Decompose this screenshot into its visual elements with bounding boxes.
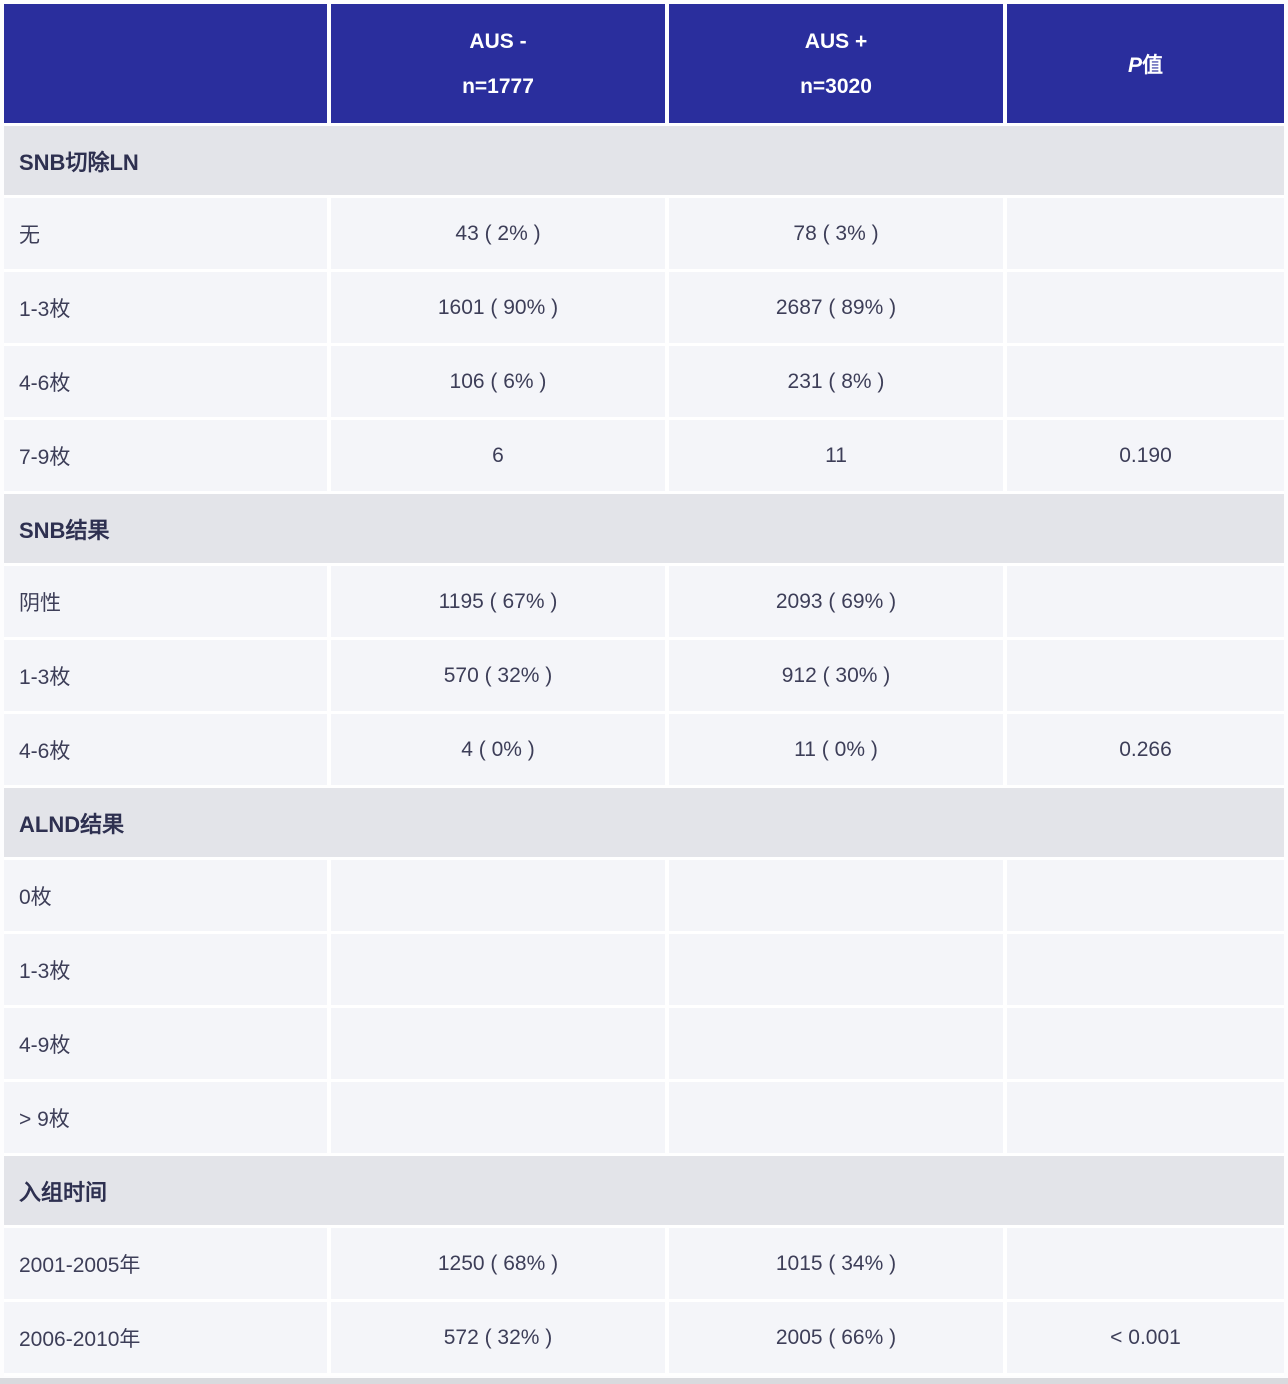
section-header-row: 入组时间 [4,1156,1284,1228]
header-aus-negative-label: AUS - [469,29,527,53]
table-row: 阴性 1195 ( 67% ) 2093 ( 69% ) [4,566,1284,640]
aus-negative-value [327,1008,665,1082]
section-header-label: SNB切除LN [4,126,1284,198]
clinical-stats-table: AUS - n=1777 AUS + n=3020 P值 SNB切除LN 无 43 … [4,4,1284,1376]
row-label: 无 [4,198,327,272]
row-label: 4-9枚 [4,1008,327,1082]
row-label: 1-3枚 [4,934,327,1008]
table-row: 2006-2010年 572 ( 32% ) 2005 ( 66% ) < 0.001 [4,1302,1284,1376]
row-label: 4-6枚 [4,346,327,420]
aus-positive-value: 231 ( 8% ) [665,346,1003,420]
section-header-label: ALND结果 [4,788,1284,860]
row-label: 4-6枚 [4,714,327,788]
aus-negative-value: 43 ( 2% ) [327,198,665,272]
p-value [1003,272,1284,346]
header-p-value-symbol: P [1127,53,1142,77]
table-row: 无 43 ( 2% ) 78 ( 3% ) [4,198,1284,272]
row-label: 2006-2010年 [4,1302,327,1376]
table-header-row: AUS - n=1777 AUS + n=3020 P值 [4,4,1284,126]
aus-negative-value: 570 ( 32% ) [327,640,665,714]
aus-positive-value [665,1082,1003,1156]
aus-positive-value: 78 ( 3% ) [665,198,1003,272]
p-value [1003,640,1284,714]
header-aus-negative: AUS - n=1777 [327,4,665,126]
header-aus-negative-count: n=1777 [462,74,534,98]
p-value: 0.190 [1003,420,1284,494]
p-value [1003,934,1284,1008]
aus-negative-value: 6 [327,420,665,494]
aus-positive-value: 2687 ( 89% ) [665,272,1003,346]
aus-positive-value: 2005 ( 66% ) [665,1302,1003,1376]
aus-positive-value [665,934,1003,1008]
header-p-value-suffix: 值 [1142,53,1163,77]
aus-negative-value: 106 ( 6% ) [327,346,665,420]
section-header-label: 入组时间 [4,1156,1284,1228]
header-aus-positive: AUS + n=3020 [665,4,1003,126]
table-row: 1-3枚 570 ( 32% ) 912 ( 30% ) [4,640,1284,714]
row-label: 阴性 [4,566,327,640]
aus-negative-value: 572 ( 32% ) [327,1302,665,1376]
p-value [1003,1082,1284,1156]
row-label: 7-9枚 [4,420,327,494]
table-row: 0枚 [4,860,1284,934]
table-row: 1-3枚 1601 ( 90% ) 2687 ( 89% ) [4,272,1284,346]
table-row: 4-9枚 [4,1008,1284,1082]
p-value: 0.266 [1003,714,1284,788]
aus-negative-value: 4 ( 0% ) [327,714,665,788]
table-row: 7-9枚 6 11 0.190 [4,420,1284,494]
p-value [1003,566,1284,640]
aus-negative-value: 1195 ( 67% ) [327,566,665,640]
row-label: > 9枚 [4,1082,327,1156]
p-value [1003,1228,1284,1302]
row-label: 0枚 [4,860,327,934]
aus-positive-value: 11 [665,420,1003,494]
header-p-value: P值 [1003,4,1284,126]
table-row: 2001-2005年 1250 ( 68% ) 1015 ( 34% ) [4,1228,1284,1302]
aus-negative-value [327,1082,665,1156]
header-aus-positive-count: n=3020 [800,74,872,98]
aus-positive-value: 11 ( 0% ) [665,714,1003,788]
aus-negative-value: 1250 ( 68% ) [327,1228,665,1302]
section-header-row: SNB切除LN [4,126,1284,198]
section-header-label: SNB结果 [4,494,1284,566]
table-row: 4-6枚 106 ( 6% ) 231 ( 8% ) [4,346,1284,420]
row-label: 2001-2005年 [4,1228,327,1302]
p-value: < 0.001 [1003,1302,1284,1376]
p-value [1003,346,1284,420]
table-row: 1-3枚 [4,934,1284,1008]
row-label: 1-3枚 [4,272,327,346]
aus-negative-value: 1601 ( 90% ) [327,272,665,346]
p-value [1003,198,1284,272]
section-header-row: ALND结果 [4,788,1284,860]
p-value [1003,1008,1284,1082]
section-header-row: SNB结果 [4,494,1284,566]
table-row: > 9枚 [4,1082,1284,1156]
aus-positive-value: 1015 ( 34% ) [665,1228,1003,1302]
aus-positive-value [665,860,1003,934]
aus-positive-value: 912 ( 30% ) [665,640,1003,714]
aus-positive-value: 2093 ( 69% ) [665,566,1003,640]
aus-positive-value [665,1008,1003,1082]
aus-negative-value [327,934,665,1008]
header-aus-positive-label: AUS + [804,29,868,53]
table-row: 4-6枚 4 ( 0% ) 11 ( 0% ) 0.266 [4,714,1284,788]
header-empty-cell [4,4,327,126]
row-label: 1-3枚 [4,640,327,714]
p-value [1003,860,1284,934]
aus-negative-value [327,860,665,934]
